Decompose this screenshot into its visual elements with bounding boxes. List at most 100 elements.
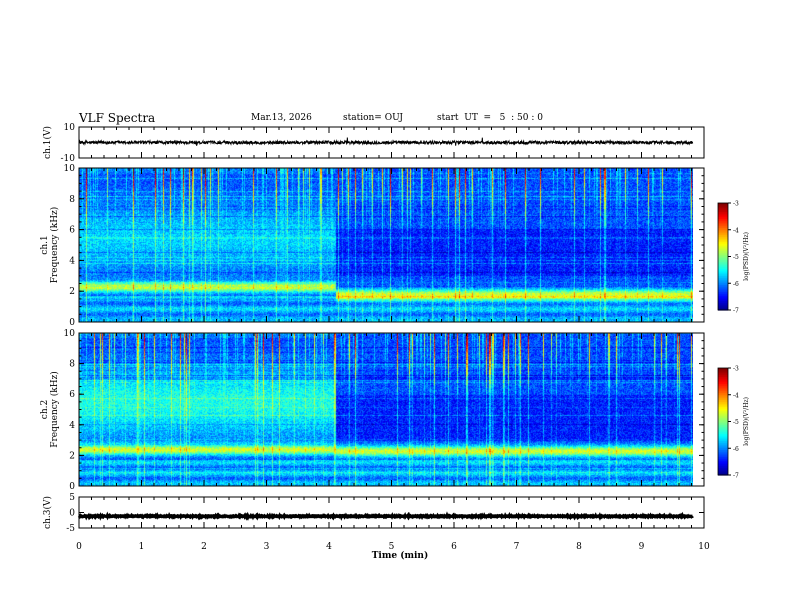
colorbar-swatch: [718, 285, 728, 288]
colorbar-swatch: [718, 417, 728, 421]
colorbar-swatch: [718, 288, 728, 291]
y-tick-label: 8: [69, 195, 75, 205]
x-tick-label: 0: [76, 542, 82, 552]
colorbar-swatch: [718, 227, 728, 231]
colorbar-swatch: [718, 433, 728, 437]
colorbar-swatch: [718, 437, 728, 440]
colorbar-swatch: [718, 290, 728, 293]
colorbar-swatch: [718, 389, 728, 392]
colorbar-swatch: [718, 229, 728, 233]
colorbar-swatch: [718, 242, 728, 245]
colorbar-swatch: [718, 204, 728, 208]
colorbar-tick-label: -4: [733, 227, 739, 234]
colorbar-swatch: [718, 382, 728, 385]
colorbar-swatch: [718, 385, 728, 389]
colorbar-swatch: [718, 410, 728, 414]
colorbar-swatch: [718, 219, 728, 222]
colorbar-swatch: [718, 401, 728, 405]
colorbar-swatch: [718, 240, 728, 243]
waveform-trace-ch3: [77, 511, 694, 521]
colorbar-swatch: [718, 213, 728, 217]
colorbar-swatch: [718, 403, 728, 407]
colorbar-swatch: [718, 442, 728, 446]
colorbar-swatch: [718, 249, 728, 252]
colorbar-title: log(PSD)(V²/Hz): [743, 232, 750, 281]
colorbar-swatch: [718, 267, 728, 270]
figure-title: VLF Spectra: [79, 111, 156, 125]
colorbar-swatch: [718, 432, 728, 435]
colorbar-swatch: [718, 272, 728, 275]
colorbar-swatch: [718, 398, 728, 401]
x-tick-label: 7: [514, 542, 520, 552]
colorbar-swatch: [718, 222, 728, 225]
colorbar-swatch: [718, 466, 728, 469]
y-tick-label: 8: [69, 360, 75, 370]
colorbar-swatch: [718, 380, 728, 383]
colorbar-swatch: [718, 208, 728, 211]
colorbar-swatch: [718, 378, 728, 382]
colorbar-swatch: [718, 292, 728, 295]
colorbar-swatch: [718, 203, 728, 206]
colorbar-swatch: [718, 444, 728, 448]
colorbar-swatch: [718, 391, 728, 394]
x-tick-label: 2: [201, 542, 207, 552]
y-tick-label: 0: [69, 482, 75, 492]
colorbar-swatch: [718, 233, 728, 236]
colorbar-swatch: [718, 455, 728, 458]
colorbar-swatch: [718, 299, 728, 302]
colorbar-swatch: [718, 416, 728, 419]
colorbar-swatch: [718, 392, 728, 396]
colorbar-swatch: [718, 231, 728, 234]
colorbar-swatch: [718, 473, 728, 476]
colorbar-swatch: [718, 400, 728, 403]
colorbar-tick-label: -3: [733, 201, 739, 208]
colorbar-swatch: [718, 428, 728, 432]
start-time-label: start UT = 5 : 50 : 0: [437, 113, 543, 123]
y-tick-label: -5: [66, 524, 75, 534]
y-tick-label: 2: [69, 451, 75, 461]
colorbar-swatch: [718, 394, 728, 398]
colorbar-swatch: [718, 467, 728, 471]
colorbar-swatch: [718, 256, 728, 259]
colorbar-swatch: [718, 396, 728, 399]
y-tick-label: 5: [69, 493, 75, 503]
colorbar-swatch: [718, 224, 728, 227]
colorbar-swatch: [718, 217, 728, 220]
colorbar-swatch: [718, 423, 728, 426]
colorbar-swatch: [718, 247, 728, 250]
y-tick-label: 10: [64, 164, 76, 174]
colorbar-title: log(PSD)(V²/Hz): [743, 397, 750, 446]
colorbar-swatch: [718, 258, 728, 261]
colorbar-swatch: [718, 286, 728, 290]
colorbar-swatch: [718, 419, 728, 423]
colorbar-swatch: [718, 206, 728, 209]
colorbar-swatch: [718, 450, 728, 453]
y-tick-label: 0: [69, 509, 75, 519]
colorbar-swatch: [718, 426, 728, 430]
y-tick-label: 2: [69, 287, 75, 297]
x-tick-label: 5: [389, 542, 395, 552]
colorbar-swatch: [718, 293, 728, 297]
colorbar-swatch: [718, 457, 728, 460]
colorbar-swatch: [718, 414, 728, 417]
colorbar-tick-label: -6: [733, 446, 739, 453]
colorbar-swatch: [718, 373, 728, 376]
y-tick-label: 6: [69, 226, 75, 236]
x-axis-title: Time (min): [372, 550, 429, 561]
y-axis-title: ch.3(V): [42, 496, 53, 529]
colorbar-swatch: [718, 441, 728, 444]
spectrogram-image-ch1: [79, 168, 693, 322]
colorbar-swatch: [718, 306, 728, 309]
colorbar-swatch: [718, 369, 728, 373]
y-tick-label: -10: [61, 154, 76, 164]
colorbar-swatch: [718, 277, 728, 281]
waveform-trace-ch1: [78, 137, 694, 146]
colorbar-swatch: [718, 448, 728, 451]
x-tick-label: 6: [451, 542, 457, 552]
colorbar-swatch: [718, 368, 728, 371]
colorbar-swatch: [718, 453, 728, 456]
colorbar-tick-label: -5: [733, 419, 739, 426]
colorbar-swatch: [718, 371, 728, 374]
colorbar-swatch: [718, 471, 728, 474]
